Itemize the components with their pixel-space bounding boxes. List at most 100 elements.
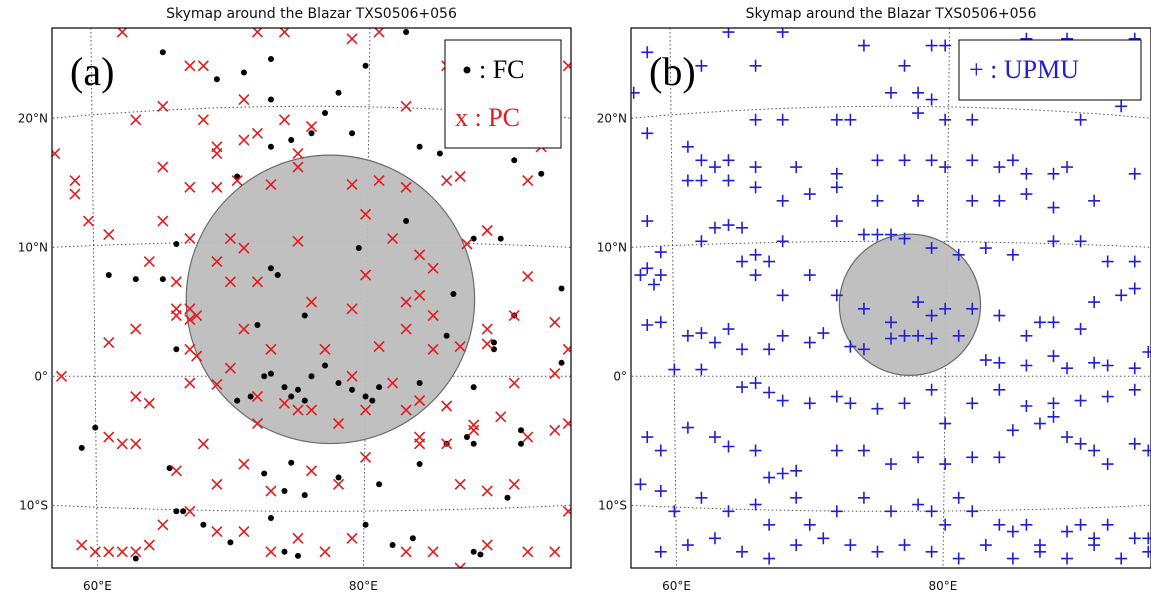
upmu-point [790,161,803,174]
pc-point [400,181,412,193]
pc-point [130,323,142,335]
upmu-point [885,86,897,99]
pc-point [522,546,534,558]
upmu-point [763,518,776,531]
pc-point [373,341,385,353]
upmu-point [925,39,938,52]
upmu-point [708,532,721,545]
legend-box [444,39,562,149]
fc-point [159,49,166,56]
upmu-point [925,505,938,518]
fc-point [490,339,497,346]
x-tick-label: 60°E [662,579,691,593]
upmu-point [817,327,830,340]
upmu-point [695,327,708,340]
pc-point [238,323,250,335]
upmu-point [993,518,1006,531]
grid-dec-line [631,504,1151,512]
pc-point [305,296,318,308]
upmu-point [830,181,843,194]
pc-point [414,438,426,450]
pc-point [292,532,304,544]
upmu-point [776,113,789,126]
grid-dec-line [52,105,571,119]
upmu-point [803,397,816,410]
fc-point [227,539,234,546]
pc-point [224,362,236,374]
pc-point [116,28,128,38]
upmu-point [1128,532,1141,545]
fc-point [443,332,450,339]
upmu-point [871,228,884,241]
pc-point [238,458,250,470]
upmu-point [1033,417,1046,430]
upmu-point [871,154,884,167]
fc-point [213,76,220,83]
pc-point [292,161,304,173]
fc-point [322,362,329,369]
upmu-point [1101,390,1114,403]
pc-point [292,404,304,416]
pc-point [278,397,291,409]
fc-point [349,386,356,393]
upmu-point [722,323,735,336]
x-tick-label: 80°E [349,579,378,593]
pc-point [400,323,412,335]
pc-point [319,546,331,558]
fc-point [294,386,301,393]
upmu-point [885,458,897,471]
upmu-point [925,154,938,167]
pc-point [461,238,473,250]
upmu-point [1142,532,1151,545]
upmu-point [695,154,708,167]
pc-point [508,377,520,389]
upmu-point [695,363,708,376]
fc-point [416,380,423,387]
fc-point [267,96,274,103]
upmu-point [749,161,762,174]
pc-point [508,309,520,322]
grid-dec-line [631,105,1151,119]
upmu-point [641,319,654,331]
fc-point [362,62,369,69]
pc-point [400,100,412,112]
upmu-point [912,194,925,207]
pc-point [454,170,466,183]
upmu-point [776,235,789,248]
panel-label: (a) [70,49,114,94]
pc-point [197,438,209,450]
upmu-point [1047,397,1060,410]
upmu-point [695,59,708,72]
upmu-point [898,329,911,342]
upmu-point [736,343,749,356]
pc-point [211,255,223,268]
pc-point [157,161,169,173]
upmu-point [1020,188,1033,201]
upmu-point [1142,346,1151,358]
pc-point [191,350,203,362]
upmu-point [790,464,803,477]
pc-point [481,323,493,335]
fc-point [490,346,497,353]
upmu-point [857,302,870,315]
pc-point [305,404,318,416]
upmu-point [1006,424,1019,437]
y-tick-label: 0° [613,369,627,383]
upmu-point [1020,359,1033,372]
fc-point [301,397,308,404]
pc-point [238,93,250,106]
fc-point [308,130,315,137]
upmu-point [844,539,857,552]
pc-point [346,179,358,191]
upmu-point [654,485,667,498]
upmu-point [1006,525,1019,538]
fc-point [234,397,241,404]
pc-point [251,28,264,38]
fc-point [355,245,362,252]
upmu-point [722,219,735,232]
upmu-point [1128,255,1141,268]
fc-point [254,322,261,328]
upmu-point [1142,444,1151,457]
legend-entry: x : PC [455,103,520,132]
